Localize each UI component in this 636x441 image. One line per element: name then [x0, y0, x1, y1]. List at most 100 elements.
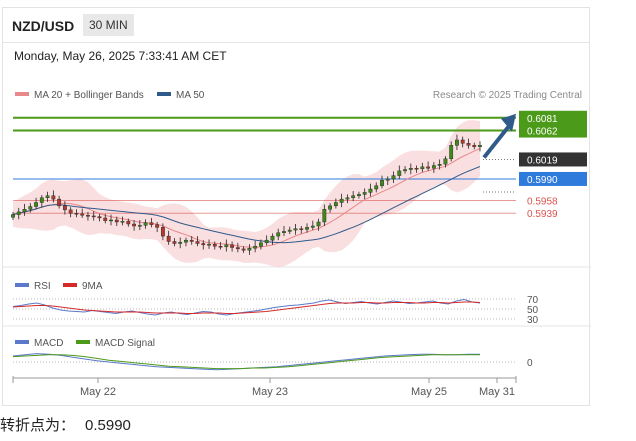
- level-label-current: 0.6019: [527, 155, 558, 166]
- legend-label-ma50: MA 50: [176, 90, 205, 101]
- legend-label-ma20: MA 20 + Bollinger Bands: [34, 90, 144, 101]
- candle-body: [212, 243, 217, 247]
- candle-body: [241, 248, 246, 251]
- candle-body: [62, 205, 67, 211]
- candle-body: [247, 248, 252, 251]
- candle-body: [45, 195, 50, 198]
- candle-body: [374, 185, 379, 190]
- forecast-arrow-head: [501, 113, 516, 132]
- candle-body: [51, 195, 56, 200]
- candle-body: [189, 239, 194, 242]
- chart-canvas: MA 20 + Bollinger Bands MA 50 Research ©…: [3, 90, 591, 398]
- forecast-arrow-line: [482, 123, 512, 159]
- legend-label-macd: MACD: [34, 338, 63, 349]
- legend-label-rsi-ma: 9MA: [82, 281, 103, 292]
- candle-body: [339, 198, 344, 203]
- candle-body: [282, 231, 286, 233]
- candle-body: [160, 227, 165, 237]
- candle-body: [391, 175, 396, 180]
- candle-body: [328, 205, 333, 210]
- candle-body: [397, 170, 402, 176]
- candle-body: [437, 163, 442, 166]
- candle-body: [466, 143, 471, 146]
- x-tick-label: May 25: [411, 386, 447, 398]
- indicator-tick-label: 0: [527, 358, 533, 369]
- ma50-line: [12, 166, 481, 244]
- candle-body: [316, 221, 321, 227]
- candle-body: [333, 202, 338, 207]
- indicator-tick-label: 30: [527, 315, 539, 326]
- legend-swatch-ma50: [157, 92, 171, 96]
- candle-body: [299, 228, 304, 230]
- pivot-footer: 转折点为： 0.5990: [0, 414, 131, 435]
- candle-body: [368, 188, 373, 193]
- legend-swatch-rsi: [15, 283, 29, 287]
- level-tag: [519, 123, 587, 138]
- candle-body: [264, 239, 269, 244]
- candle-body: [357, 194, 361, 196]
- candle-body: [276, 232, 281, 237]
- indicator-series-line: [12, 354, 480, 370]
- candle-body: [414, 167, 419, 170]
- candle-body: [362, 192, 367, 195]
- legend-label-rsi: RSI: [34, 281, 51, 292]
- level-tag-current: [519, 152, 587, 167]
- candle-body: [449, 145, 454, 159]
- candle-body: [137, 225, 142, 227]
- chart-header: NZD/USD 30 MIN: [3, 8, 589, 43]
- bollinger-band: [13, 120, 480, 268]
- candle-body: [230, 244, 234, 248]
- candle-body: [114, 219, 119, 223]
- candle-body: [22, 209, 27, 213]
- legend-swatch-macd: [15, 340, 29, 344]
- pivot-value: 0.5990: [85, 417, 131, 434]
- candle-body: [103, 217, 108, 221]
- x-tick-label: May 22: [80, 386, 116, 398]
- candle-body: [57, 198, 62, 207]
- price-panel: 0.6081 0.6062 0.6019 0.5990 0.5958 0.5939: [11, 110, 587, 268]
- candle-body: [195, 241, 200, 244]
- candle-body: [420, 166, 425, 170]
- legend-swatch-rsi-ma: [63, 283, 77, 287]
- candle-body: [201, 243, 206, 246]
- ma20-line: [12, 148, 481, 248]
- candle-body: [310, 225, 315, 228]
- symbol-label: NZD/USD: [12, 18, 75, 34]
- candle-body: [109, 219, 113, 222]
- candle-body: [385, 178, 390, 181]
- legend-swatch-macd-signal: [76, 340, 90, 344]
- candle-body: [218, 245, 223, 248]
- candle-body: [259, 242, 263, 247]
- candle-body: [472, 145, 477, 147]
- candle-body: [270, 235, 275, 241]
- legend-swatch-ma20: [15, 92, 29, 96]
- candle-body: [74, 213, 79, 215]
- candle-body: [120, 221, 125, 223]
- candle-body: [132, 223, 136, 227]
- timeframe-button[interactable]: 30 MIN: [83, 14, 134, 36]
- candle-body: [80, 213, 85, 216]
- level-tag: [519, 171, 587, 186]
- candle-body: [172, 241, 177, 244]
- level-label: 0.5939: [527, 209, 558, 220]
- candle-body: [443, 158, 448, 165]
- candle-body: [155, 224, 160, 228]
- legend-label-macd-signal: MACD Signal: [95, 338, 155, 349]
- x-tick-label: May 23: [252, 386, 288, 398]
- candle-body: [126, 221, 131, 225]
- candle-body: [207, 243, 211, 246]
- candle-body: [28, 206, 33, 210]
- pivot-label: 转折点为：: [0, 417, 76, 434]
- candle-body: [178, 241, 183, 244]
- candle-body: [166, 235, 171, 242]
- level-label: 0.5958: [527, 196, 558, 207]
- candle-body: [68, 209, 73, 214]
- candle-body: [149, 222, 154, 225]
- candle-body: [345, 197, 350, 200]
- candle-body: [460, 139, 465, 144]
- chart-datetime: Monday, May 26, 2025 7:33:41 AM CET: [14, 49, 227, 63]
- macd-panel: 0: [12, 353, 533, 371]
- x-tick-label: May 31: [479, 386, 515, 398]
- candle-body: [143, 222, 148, 226]
- candle-body: [235, 247, 240, 250]
